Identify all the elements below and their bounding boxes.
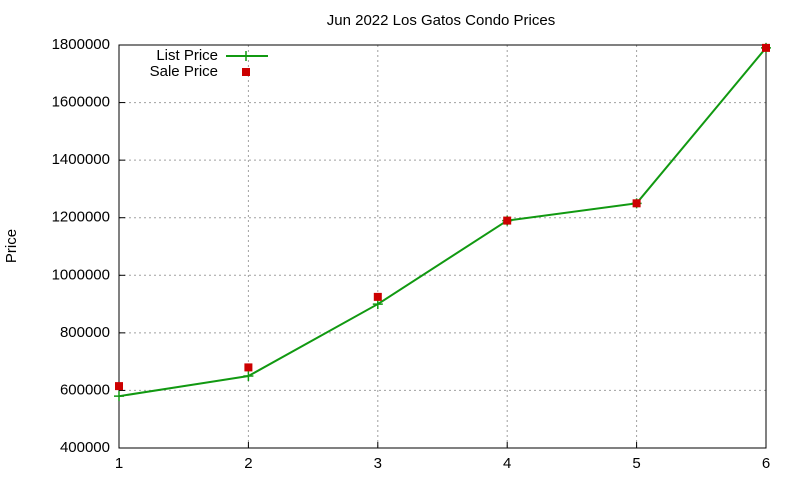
legend-swatch xyxy=(242,68,250,76)
point-marker xyxy=(114,391,124,402)
point-marker xyxy=(244,363,253,372)
point-marker xyxy=(373,292,382,301)
y-tick-label: 800000 xyxy=(60,324,110,341)
x-tick-label: 6 xyxy=(762,455,770,472)
y-axis-label: Price xyxy=(3,229,20,263)
series-line xyxy=(118,47,767,398)
point-marker xyxy=(243,371,254,382)
point-marker xyxy=(115,382,123,391)
y-tick-label: 1800000 xyxy=(52,36,110,53)
y-tick-label: 400000 xyxy=(60,439,110,456)
x-tick-label: 4 xyxy=(503,455,511,472)
plot-frame xyxy=(118,44,767,449)
x-tick-label: 3 xyxy=(374,455,382,472)
chart-title: Jun 2022 Los Gatos Condo Prices xyxy=(327,12,555,29)
legend-label: Sale Price xyxy=(150,63,218,80)
legend-label: List Price xyxy=(156,47,218,64)
point-marker xyxy=(762,43,770,52)
y-tick-label: 600000 xyxy=(60,381,110,398)
point-marker xyxy=(632,199,641,208)
x-tick-label: 1 xyxy=(115,455,123,472)
y-tick-label: 1000000 xyxy=(52,266,110,283)
x-tick-label: 2 xyxy=(244,455,252,472)
legend-swatch xyxy=(241,51,251,61)
point-marker xyxy=(503,216,512,225)
y-tick-label: 1200000 xyxy=(52,209,110,226)
x-tick-label: 5 xyxy=(632,455,640,472)
y-tick-label: 1400000 xyxy=(52,151,110,168)
y-tick-label: 1600000 xyxy=(52,94,110,111)
